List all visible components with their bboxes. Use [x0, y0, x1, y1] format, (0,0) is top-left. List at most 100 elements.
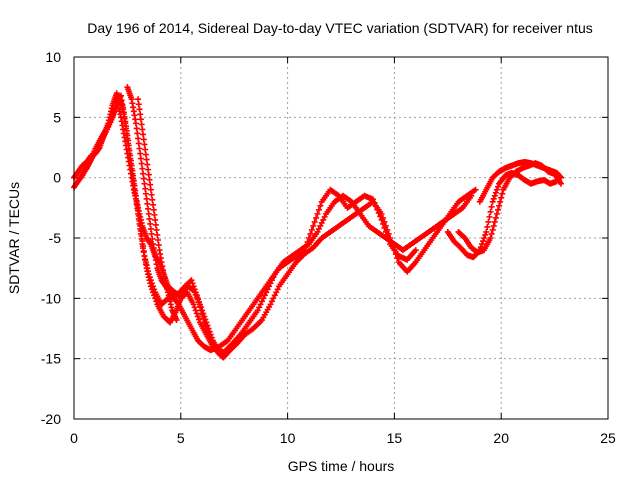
data-point [307, 230, 314, 237]
y-tick-label: 10 [45, 49, 61, 65]
data-point [492, 189, 499, 196]
data-point [204, 322, 211, 329]
data-point [140, 131, 147, 138]
data-point [489, 198, 496, 205]
data-point [152, 221, 159, 228]
data-point [142, 146, 149, 153]
data-point [216, 349, 223, 356]
data-point [194, 313, 201, 320]
grid-layer [74, 57, 608, 419]
data-point [146, 215, 153, 222]
data-point [311, 218, 318, 225]
data-point [493, 210, 500, 217]
data-point [132, 120, 139, 127]
data-point [145, 210, 152, 217]
data-point [375, 210, 382, 217]
data-point [498, 194, 505, 201]
data-point [261, 292, 268, 299]
data-point [190, 301, 197, 308]
data-point [153, 298, 160, 305]
data-point [144, 200, 151, 207]
data-point [126, 147, 133, 154]
data-point [151, 286, 158, 293]
data-point [149, 196, 156, 203]
data-point [140, 175, 147, 182]
data-point [267, 301, 274, 308]
data-point [195, 316, 202, 323]
data-point [148, 191, 155, 198]
data-point [150, 206, 157, 213]
data-point [135, 96, 142, 103]
y-axis-label: SDTVAR / TECUs [6, 182, 22, 294]
data-point [141, 180, 148, 187]
series-track-b [73, 92, 475, 356]
data-point [486, 213, 493, 220]
chart-title: Day 196 of 2014, Sidereal Day-to-day VTE… [87, 20, 593, 36]
data-point [193, 310, 200, 317]
data-point [199, 307, 206, 314]
data-point [154, 231, 161, 238]
data-point [189, 280, 196, 287]
data-point [303, 243, 310, 250]
data-point [497, 198, 504, 205]
data-point [468, 192, 475, 199]
data-point [198, 304, 205, 311]
data-point [492, 214, 499, 221]
data-point [155, 242, 162, 249]
data-point [135, 140, 142, 147]
data-point [201, 313, 208, 320]
data-point [137, 116, 144, 123]
data-point [140, 170, 147, 177]
data-point [117, 102, 124, 109]
data-point [317, 202, 324, 209]
data-point [202, 316, 209, 323]
data-point [481, 235, 488, 241]
data-point [203, 319, 210, 326]
data-point [488, 230, 495, 237]
data-point [314, 228, 321, 235]
data-point [141, 141, 148, 148]
data-point [147, 277, 154, 284]
data-point [143, 195, 150, 202]
data-point [147, 186, 154, 193]
data-point [496, 202, 503, 209]
data-point [155, 237, 162, 244]
data-point [135, 101, 142, 108]
data-point [499, 190, 506, 197]
data-point [138, 160, 145, 167]
data-point [476, 247, 483, 254]
data-point [137, 227, 144, 234]
data-point [207, 331, 214, 338]
data-point [308, 226, 315, 233]
data-point [145, 171, 152, 178]
data-point [494, 183, 501, 190]
x-axis-label: GPS time / hours [288, 458, 395, 474]
data-point [135, 135, 142, 142]
data-point [197, 301, 204, 308]
data-point [142, 151, 149, 158]
data-point [145, 205, 152, 212]
data-point [380, 220, 387, 227]
data-point [144, 161, 151, 168]
data-point [147, 225, 154, 232]
data-point [142, 185, 149, 192]
data-point [268, 298, 275, 305]
data-point [493, 186, 500, 193]
y-tick-label: 5 [53, 109, 61, 125]
data-point [136, 145, 143, 152]
data-point [317, 222, 324, 229]
data-point [485, 218, 492, 225]
data-point [480, 238, 487, 245]
data-point [491, 192, 498, 199]
data-point [273, 289, 280, 296]
data-point [140, 243, 147, 250]
data-point [320, 216, 327, 223]
data-point [270, 295, 277, 302]
data-point [146, 274, 153, 281]
data-point [382, 228, 389, 235]
data-point [256, 304, 263, 311]
series-track-c [124, 84, 419, 354]
data-point [381, 224, 388, 231]
data-point [147, 220, 154, 227]
data-point [385, 237, 392, 244]
